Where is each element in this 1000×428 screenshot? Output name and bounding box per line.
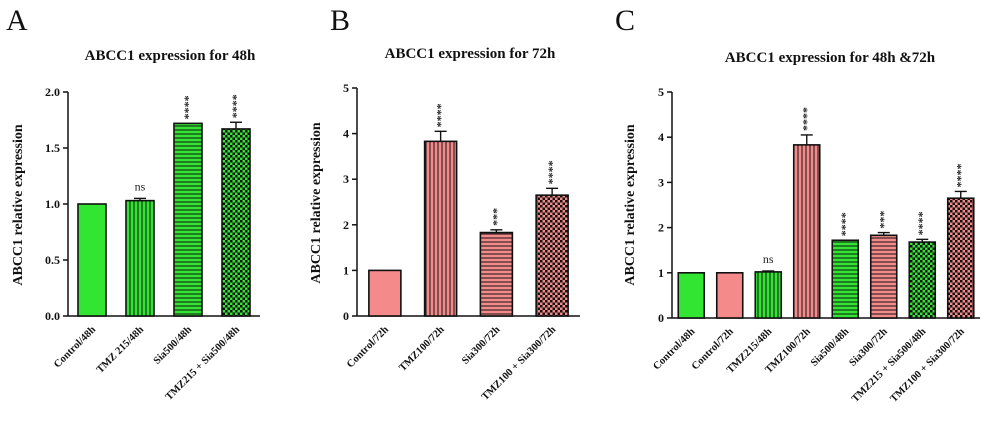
category-label: TMZ100 + Sia300/72h <box>888 326 967 405</box>
y-tick-label: 2.0 <box>45 85 60 99</box>
y-tick-label: 5 <box>343 81 349 95</box>
bar <box>908 241 937 319</box>
y-axis-label: ABCC1 relative expression <box>11 124 26 285</box>
bar <box>715 271 744 319</box>
category-label: TMZ 215/48h <box>95 324 146 375</box>
bar <box>479 231 514 317</box>
panel-b: B ABCC1 expression for 72h ABCC1 relativ… <box>309 4 580 403</box>
y-tick-label: 1 <box>343 263 349 277</box>
panel-letter: A <box>6 4 28 37</box>
chart-title: ABCC1 expression for 72h <box>385 46 556 62</box>
y-axis-label: ABCC1 relative expression <box>309 122 324 283</box>
bar <box>535 194 569 317</box>
bar <box>368 269 402 317</box>
y-tick-label: 0 <box>343 309 349 323</box>
category-label: Sia500/48h <box>152 324 195 367</box>
bar <box>221 128 251 317</box>
bar <box>869 234 898 319</box>
y-tick-label: 5 <box>658 85 664 99</box>
significance-label: **** <box>954 163 968 187</box>
category-label: TMZ215 + Sia500/48h <box>850 326 929 405</box>
y-tick-label: 1 <box>658 266 664 280</box>
category-label: Sia500/48h <box>809 326 852 369</box>
bar <box>792 144 821 319</box>
panel-c: C ABCC1 expression for 48h &72h ABCC1 re… <box>615 4 980 405</box>
significance-label: *** <box>489 208 503 226</box>
y-tick-label: 3 <box>658 175 664 189</box>
category-label: Sia300/72h <box>460 324 503 367</box>
bar <box>423 140 458 317</box>
chart-title: ABCC1 expression for 48h &72h <box>725 50 936 66</box>
category-label: Control/48h <box>52 324 98 370</box>
y-tick-label: 1.5 <box>45 141 60 155</box>
bar <box>946 197 975 319</box>
significance-label: *** <box>877 211 891 229</box>
significance-label: **** <box>229 94 243 118</box>
panel-a: A ABCC1 expression for 48h ABCC1 relativ… <box>6 4 260 403</box>
y-axis-label: ABCC1 relative expression <box>623 124 638 285</box>
y-tick-label: 4 <box>658 130 664 144</box>
significance-label: ns <box>135 179 146 193</box>
y-tick-label: 2 <box>343 218 349 232</box>
y-tick-label: 2 <box>658 221 664 235</box>
significance-label: **** <box>838 212 852 236</box>
category-label: TMZ100/72h <box>397 324 447 374</box>
chart-title: ABCC1 expression for 48h <box>85 48 256 64</box>
bar <box>77 203 107 317</box>
significance-label: **** <box>800 107 814 131</box>
bar <box>677 271 706 319</box>
y-tick-label: 1.0 <box>45 197 60 211</box>
y-tick-label: 4 <box>343 127 349 141</box>
significance-label: **** <box>915 211 929 235</box>
y-tick-label: 0.5 <box>45 253 60 267</box>
bar <box>754 271 783 319</box>
significance-label: **** <box>181 95 195 119</box>
y-tick-label: 0.0 <box>45 309 60 323</box>
panel-letter: B <box>330 4 350 37</box>
significance-label: **** <box>434 103 448 127</box>
panel-letter: C <box>615 4 635 37</box>
y-tick-label: 3 <box>343 172 349 186</box>
bar <box>125 199 155 317</box>
bar <box>831 239 860 319</box>
significance-label: ns <box>763 252 774 266</box>
y-tick-label: 0 <box>658 311 664 325</box>
category-label: Control/72h <box>345 324 391 370</box>
significance-label: **** <box>545 160 559 184</box>
bar <box>173 122 203 317</box>
